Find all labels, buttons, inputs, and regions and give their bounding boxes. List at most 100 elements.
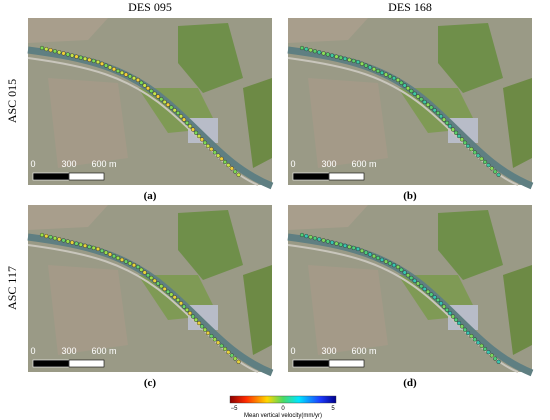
measurement-point <box>119 257 125 262</box>
measurement-point <box>152 91 157 96</box>
measurement-point <box>469 334 474 339</box>
measurement-point <box>405 86 411 91</box>
measurement-point <box>415 94 421 99</box>
measurement-point <box>162 99 167 105</box>
measurement-point <box>429 105 434 110</box>
measurement-point <box>432 108 437 113</box>
measurement-point <box>169 105 174 110</box>
panel-label: (b) <box>403 190 417 202</box>
field <box>503 78 532 168</box>
measurement-point <box>61 51 66 56</box>
measurement-point <box>355 246 361 252</box>
measurement-point <box>447 124 453 129</box>
field <box>308 78 388 168</box>
measurement-point <box>48 48 53 53</box>
scale-bar-white <box>328 359 365 368</box>
column-header: DES 095 <box>128 0 172 14</box>
measurement-point <box>202 140 208 145</box>
measurement-point <box>190 127 196 132</box>
measurement-point <box>52 49 58 54</box>
colorbar-tick: 5 <box>331 406 335 412</box>
measurement-point <box>209 334 214 339</box>
measurement-point <box>432 295 437 300</box>
measurement-point <box>379 70 385 75</box>
measurement-point <box>479 343 484 348</box>
measurement-point <box>402 83 407 88</box>
scale-bar-white <box>68 172 105 181</box>
measurement-point <box>299 232 305 238</box>
field <box>48 265 128 355</box>
measurement-point <box>209 147 214 152</box>
measurement-point <box>165 102 171 107</box>
measurement-point <box>216 340 221 345</box>
measurement-point <box>395 77 401 83</box>
measurement-point <box>205 143 211 149</box>
colorbar <box>229 395 337 404</box>
measurement-point <box>444 307 450 312</box>
measurement-point <box>299 45 305 51</box>
measurement-point <box>330 240 335 245</box>
measurement-point <box>139 80 144 85</box>
measurement-point <box>325 52 330 57</box>
panel-label: (c) <box>144 377 157 389</box>
measurement-point <box>65 52 70 57</box>
measurement-point <box>482 159 488 165</box>
row-header: ASC 117 <box>5 266 19 310</box>
measurement-point <box>409 275 414 281</box>
measurement-point <box>429 292 434 297</box>
measurement-point <box>65 239 70 244</box>
scale-bar-black <box>32 359 70 368</box>
measurement-point <box>162 286 167 292</box>
measurement-point <box>399 80 404 85</box>
measurement-point <box>304 46 309 52</box>
measurement-point <box>347 244 352 249</box>
measurement-point <box>425 102 431 107</box>
measurement-point <box>422 99 427 105</box>
panel-label: (d) <box>403 377 417 389</box>
measurement-point <box>193 317 199 322</box>
measurement-point <box>226 350 231 355</box>
measurement-point <box>371 254 377 259</box>
measurement-point <box>127 261 133 266</box>
scale-bar-label: 300 <box>61 346 76 356</box>
measurement-point <box>190 314 196 319</box>
measurement-point <box>486 163 491 168</box>
measurement-point <box>57 237 62 242</box>
measurement-point <box>334 241 339 246</box>
measurement-point <box>91 58 96 64</box>
measurement-point <box>425 289 431 294</box>
measurement-point <box>359 248 365 253</box>
measurement-point <box>472 337 477 342</box>
scale-bar-label: 600 m <box>91 159 116 169</box>
measurement-point <box>387 261 393 266</box>
measurement-point <box>229 353 234 358</box>
measurement-point <box>456 133 462 139</box>
measurement-point <box>391 76 397 81</box>
panel-label: (a) <box>144 190 157 202</box>
measurement-point <box>419 284 424 289</box>
scale-bar-label: 0 <box>290 346 295 356</box>
measurement-point <box>199 137 205 142</box>
measurement-point <box>367 252 373 257</box>
measurement-point <box>304 233 309 239</box>
measurement-point <box>123 259 129 264</box>
measurement-point <box>462 140 468 145</box>
measurement-point <box>479 156 484 161</box>
measurement-point <box>493 169 498 174</box>
measurement-point <box>131 76 137 81</box>
measurement-point <box>48 235 53 240</box>
measurement-point <box>496 359 501 364</box>
measurement-point <box>187 311 193 316</box>
map-panel: 0 300 600 m <box>287 205 534 377</box>
measurement-point <box>152 278 157 283</box>
measurement-point <box>325 239 330 244</box>
scale-bar-label: 0 <box>290 159 295 169</box>
colorbar-tick: 0 <box>281 406 285 412</box>
measurement-point <box>95 246 101 252</box>
measurement-point <box>212 150 217 155</box>
measurement-point <box>196 133 202 139</box>
row-header: ASC 015 <box>5 79 19 123</box>
measurement-point <box>127 74 133 79</box>
measurement-point <box>87 57 92 62</box>
